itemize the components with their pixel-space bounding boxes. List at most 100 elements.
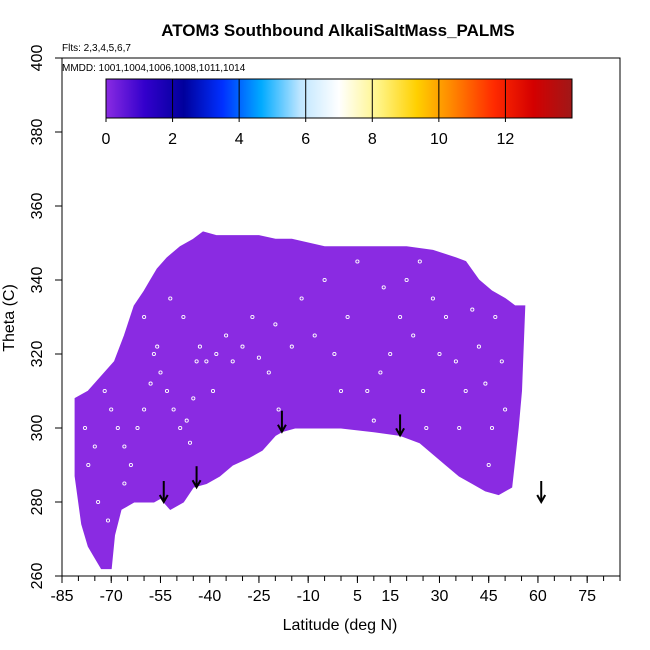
x-tick-label: 60: [529, 588, 547, 605]
sample-point: [210, 388, 216, 394]
sample-point: [148, 381, 153, 386]
sample-point: [470, 307, 475, 312]
sample-point: [214, 351, 219, 357]
sample-point: [493, 314, 498, 320]
sample-point: [430, 296, 435, 301]
colorbar-tick-label: 4: [235, 131, 244, 148]
sample-point: [122, 481, 127, 486]
sample-point: [371, 418, 376, 423]
sample-point: [102, 388, 107, 394]
sample-point: [404, 277, 409, 283]
colorbar-tick-label: 8: [368, 131, 377, 148]
x-tick-label: -55: [149, 588, 172, 605]
colorbar-tick-label: 6: [301, 131, 310, 148]
x-tick-label: 30: [431, 588, 449, 605]
sample-point: [322, 277, 327, 283]
sample-point: [171, 407, 176, 412]
sample-point: [503, 407, 508, 412]
coverage-field: [74, 231, 526, 570]
sample-point: [273, 322, 278, 327]
sample-point: [381, 285, 386, 290]
arrow-head: [277, 424, 287, 434]
sample-point: [345, 314, 350, 320]
sample-point: [256, 355, 261, 360]
sample-point: [240, 344, 245, 349]
descent-arrow: [158, 481, 169, 505]
sample-point: [204, 359, 209, 364]
x-tick-label: -70: [100, 588, 123, 605]
colorbar-tick-label: 12: [497, 131, 515, 148]
sample-point: [424, 425, 429, 431]
y-tick-label: 400: [29, 45, 46, 72]
sample-point: [197, 344, 202, 349]
sample-point: [96, 499, 101, 505]
arrow-head: [536, 494, 547, 505]
sample-point: [155, 344, 160, 349]
sample-point: [486, 462, 491, 468]
descent-arrow: [191, 466, 202, 490]
sample-point: [289, 344, 294, 349]
sample-point: [82, 425, 88, 431]
arrow-head: [395, 427, 405, 438]
sample-point: [164, 388, 170, 394]
sample-point: [178, 425, 183, 431]
sample-point: [411, 333, 416, 338]
y-axis-label: Theta (C): [1, 284, 18, 352]
sample-point: [453, 359, 458, 364]
sample-point: [463, 388, 468, 394]
sample-point: [105, 518, 111, 523]
sample-point: [476, 344, 481, 349]
y-tick-label: 280: [29, 489, 46, 516]
flights-label: Flts: 2,3,4,5,6,7: [62, 43, 131, 54]
sample-point: [276, 407, 281, 412]
sample-point: [181, 314, 186, 320]
x-tick-label: -40: [198, 588, 221, 605]
sample-point: [168, 296, 173, 301]
sample-point: [489, 425, 495, 431]
y-tick-label: 360: [29, 193, 46, 220]
sample-point: [135, 425, 140, 431]
sample-point: [299, 296, 304, 301]
chart-title: ATOM3 Southbound AlkaliSaltMass_PALMS: [161, 21, 515, 40]
mmdd-label: MMDD: 1001,1004,1006,1008,1011,1014: [62, 63, 246, 74]
sample-point: [499, 359, 504, 364]
sample-point: [142, 314, 147, 320]
sample-point: [355, 259, 360, 264]
sample-point: [187, 440, 193, 445]
y-tick-label: 320: [29, 341, 46, 368]
sample-point: [151, 351, 156, 357]
axes: -85 -70 -55 -40 -25 -10 5 15 30 45 60 7526028030032…: [29, 45, 621, 605]
colorbar: 0 2 4 6 8 10 12: [102, 78, 573, 148]
y-tick-label: 260: [29, 563, 46, 590]
x-tick-label: 45: [480, 588, 498, 605]
sample-point: [457, 425, 462, 431]
sample-point: [378, 370, 383, 375]
sample-point: [312, 333, 317, 338]
sample-point: [194, 359, 199, 364]
descent-arrow: [536, 481, 547, 505]
sample-point: [191, 396, 196, 401]
sample-point: [184, 418, 189, 423]
arrow-head: [158, 494, 169, 505]
y-tick-label: 380: [29, 119, 46, 146]
sample-point: [365, 388, 370, 394]
sample-point: [224, 333, 229, 338]
sample-point: [250, 314, 255, 320]
x-tick-label: -10: [297, 588, 320, 605]
sample-point: [109, 407, 114, 412]
sample-point: [115, 425, 120, 431]
arrow-head: [191, 479, 202, 490]
x-axis-label: Latitude (deg N): [283, 617, 398, 634]
sample-point: [338, 388, 344, 394]
sample-point: [92, 444, 97, 449]
sample-point: [483, 381, 488, 386]
sample-point: [266, 370, 271, 375]
sample-point: [142, 407, 147, 412]
x-tick-label: 75: [578, 588, 596, 605]
sample-point: [421, 388, 426, 394]
y-tick-label: 300: [29, 415, 46, 442]
x-tick-label: -25: [247, 588, 270, 605]
sample-point: [86, 462, 91, 468]
sample-point: [122, 444, 127, 449]
